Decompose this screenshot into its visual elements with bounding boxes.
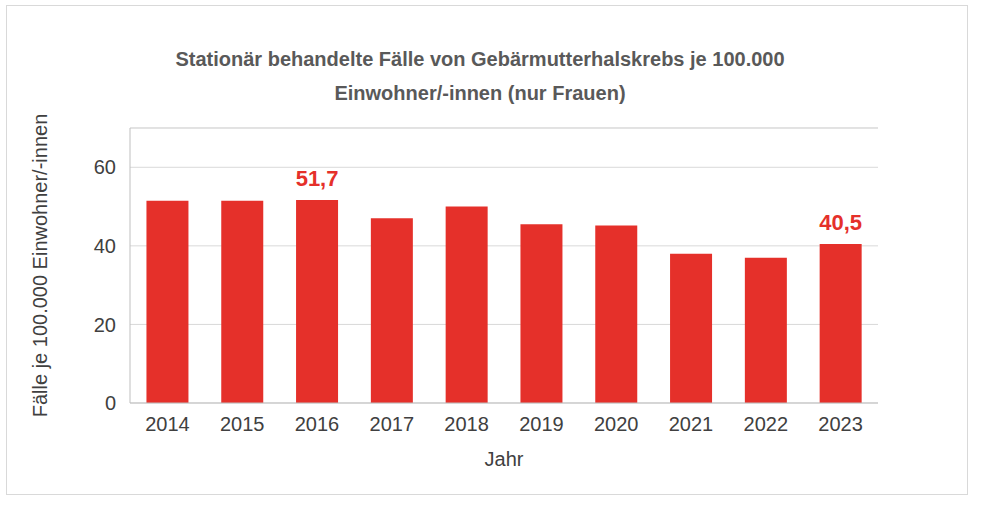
svg-text:40,5: 40,5	[819, 210, 862, 235]
svg-text:2021: 2021	[669, 413, 714, 435]
svg-text:51,7: 51,7	[296, 166, 339, 191]
svg-text:20: 20	[94, 314, 116, 336]
html-text:Stationär behandelte Fälle von: Stationär behandelte Fälle von Gebärmutt…	[175, 48, 785, 104]
svg-text:2020: 2020	[594, 413, 639, 435]
svg-text:2014: 2014	[145, 413, 190, 435]
svg-text:40: 40	[94, 235, 116, 257]
svg-text:2022: 2022	[744, 413, 789, 435]
svg-text:Jahr: Jahr	[485, 448, 524, 470]
svg-text:0: 0	[105, 392, 116, 414]
svg-text:2018: 2018	[444, 413, 489, 435]
svg-text:2023: 2023	[818, 413, 863, 435]
svg-text:Fälle je 100.000 Einwohner/-in: Fälle je 100.000 Einwohner/-innen	[29, 114, 51, 418]
svg-text:2016: 2016	[295, 413, 340, 435]
svg-text:2019: 2019	[519, 413, 564, 435]
svg-text:2015: 2015	[220, 413, 265, 435]
svg-text:60: 60	[94, 156, 116, 178]
svg-text:2017: 2017	[370, 413, 415, 435]
